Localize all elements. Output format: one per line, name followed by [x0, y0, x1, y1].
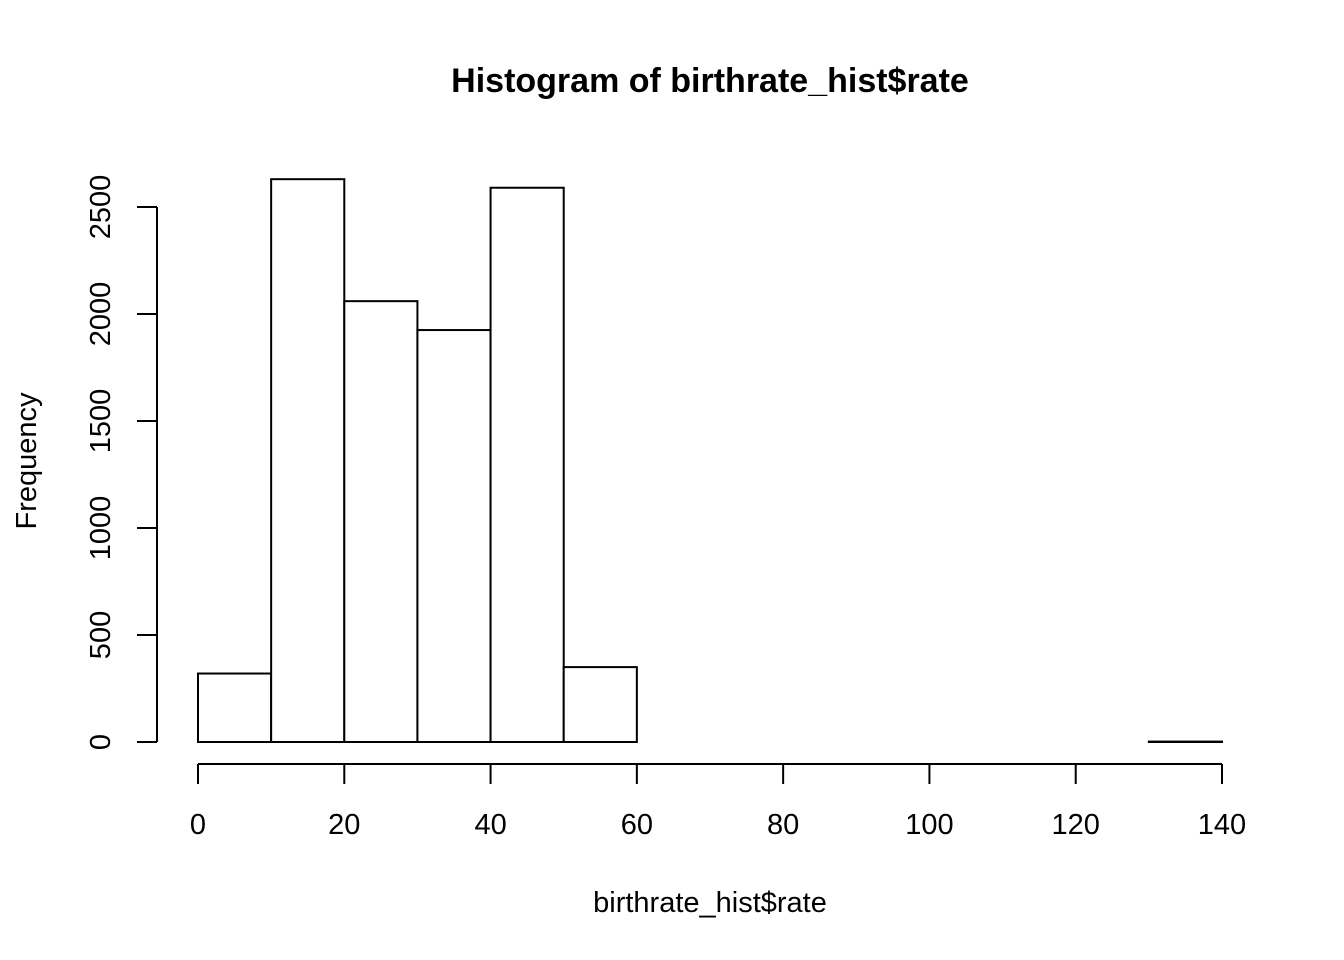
x-axis-label: birthrate_hist$rate	[593, 887, 827, 919]
x-tick-label: 40	[474, 809, 506, 841]
y-tick-label: 2000	[85, 282, 117, 347]
x-tick-label: 120	[1052, 809, 1100, 841]
histogram-bar	[343, 300, 419, 743]
y-tick-label: 0	[85, 734, 117, 750]
y-tick-label: 1000	[85, 496, 117, 561]
histogram-bar	[270, 178, 346, 743]
histogram-bar	[489, 186, 565, 744]
y-axis-label: Frequency	[11, 392, 43, 530]
y-tick-label: 500	[85, 611, 117, 659]
x-axis: 0 20 40 60 80 100 120 140	[190, 763, 1246, 841]
x-tick-label: 80	[767, 809, 799, 841]
histogram-bar	[416, 329, 492, 743]
histogram-bar	[562, 666, 638, 743]
chart-title: Histogram of birthrate_hist$rate	[451, 62, 969, 100]
y-tick-label: 2500	[85, 175, 117, 240]
y-axis: 0 500 1000 1500 2000 2500	[85, 175, 158, 750]
y-tick-label: 1500	[85, 389, 117, 454]
x-tick-label: 60	[621, 809, 653, 841]
x-tick-label: 20	[328, 809, 360, 841]
bars-group	[197, 178, 1224, 744]
x-tick-label: 100	[905, 809, 953, 841]
x-tick-label: 140	[1198, 809, 1246, 841]
x-tick-label: 0	[190, 809, 206, 841]
histogram-bar	[197, 672, 273, 744]
